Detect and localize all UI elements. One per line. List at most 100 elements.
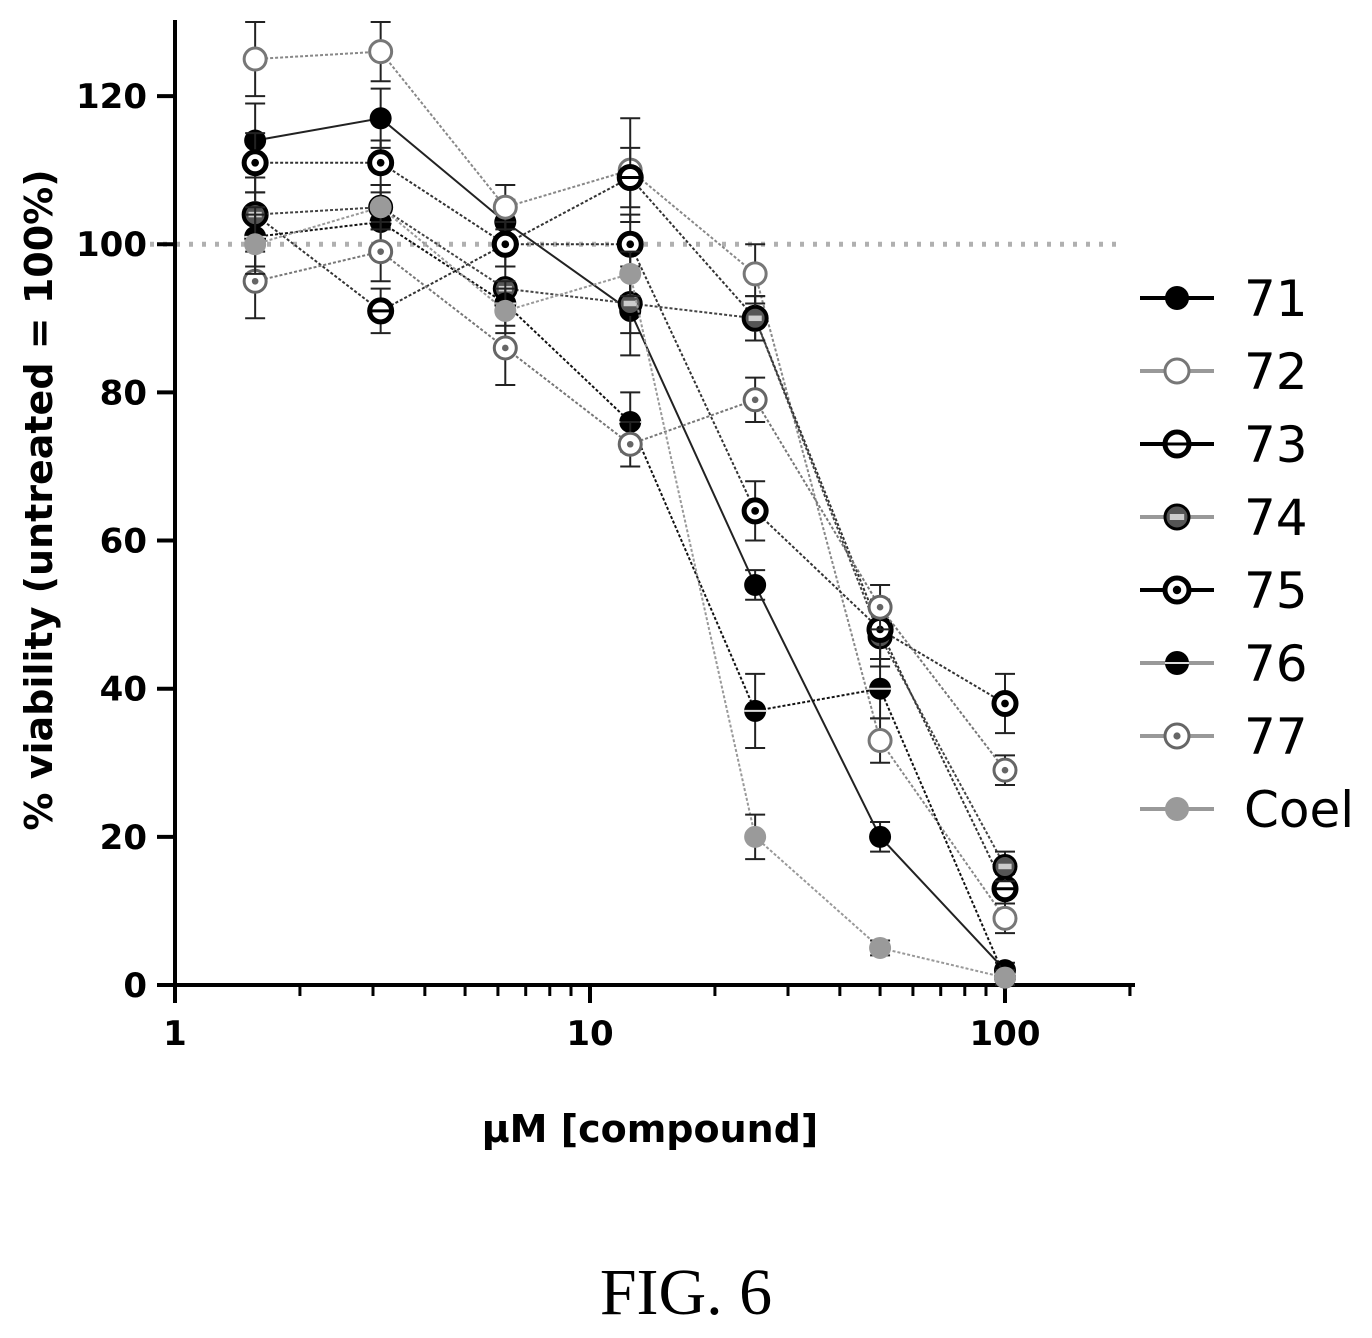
marker-dot xyxy=(626,440,634,448)
legend-label: 77 xyxy=(1244,708,1308,766)
marker-shape xyxy=(242,46,268,72)
data-point xyxy=(617,431,643,457)
marker-shape xyxy=(869,936,892,959)
data-point xyxy=(741,497,769,525)
legend-item-72: 72 xyxy=(1140,343,1308,401)
marker-shape xyxy=(1165,797,1189,821)
marker-band xyxy=(998,863,1012,870)
data-point xyxy=(367,149,395,177)
data-point xyxy=(869,825,892,848)
marker-shape xyxy=(1163,357,1191,385)
legend-marker xyxy=(1165,651,1189,675)
data-point xyxy=(367,297,395,325)
marker-shape xyxy=(619,262,642,285)
series-layer xyxy=(241,21,1019,989)
legend-marker xyxy=(1163,503,1191,531)
marker-shape xyxy=(744,825,767,848)
data-point xyxy=(992,757,1018,783)
marker-shape xyxy=(369,196,392,219)
marker-shape xyxy=(369,107,392,130)
y-axis-title: % viability (untreated = 100%) xyxy=(17,169,61,830)
legend-label: 73 xyxy=(1244,416,1308,474)
x-tick-label: 10 xyxy=(566,1014,613,1054)
marker-shape xyxy=(494,299,517,322)
marker-dot xyxy=(1172,585,1182,595)
legend-item-73: 73 xyxy=(1140,416,1308,474)
data-point xyxy=(992,905,1018,931)
y-tick-label: 20 xyxy=(100,818,147,858)
data-point xyxy=(992,853,1018,879)
y-tick-label: 100 xyxy=(76,225,147,265)
marker-shape xyxy=(742,261,768,287)
marker-dot xyxy=(251,158,259,167)
marker-dot xyxy=(626,240,635,249)
data-point xyxy=(867,728,893,754)
marker-band xyxy=(1169,514,1185,520)
data-point xyxy=(869,677,892,700)
marker-shape xyxy=(994,966,1016,989)
series-77 xyxy=(242,221,1018,786)
data-point xyxy=(242,46,268,72)
marker-band xyxy=(748,315,762,322)
y-tick-label: 0 xyxy=(123,966,147,1006)
marker-shape xyxy=(992,905,1018,931)
data-point xyxy=(494,299,517,322)
data-point xyxy=(492,194,518,220)
data-point xyxy=(742,387,768,413)
legend-item-77: 77 xyxy=(1140,708,1308,766)
series-Coel xyxy=(244,183,1016,989)
data-point xyxy=(867,594,893,620)
data-point xyxy=(369,107,392,130)
marker-dot xyxy=(376,158,385,167)
legend-label: 71 xyxy=(1244,270,1308,328)
data-point xyxy=(619,262,642,285)
marker-shape xyxy=(492,194,518,220)
data-point xyxy=(369,196,392,219)
marker-shape xyxy=(867,728,893,754)
x-axis-title: μM [compound] xyxy=(482,1107,819,1151)
data-point xyxy=(742,261,768,287)
legend-marker xyxy=(1163,722,1191,750)
legend-item-75: 75 xyxy=(1140,562,1308,620)
legend-item-71: 71 xyxy=(1140,270,1308,328)
data-point xyxy=(616,164,644,192)
marker-dot xyxy=(751,507,759,515)
y-tick-label: 80 xyxy=(100,373,147,413)
marker-shape xyxy=(1165,286,1189,310)
figure-caption: FIG. 6 xyxy=(599,1256,773,1329)
y-tick-label: 120 xyxy=(76,77,147,117)
legend-marker xyxy=(1162,429,1192,459)
legend: 71 72 73 74 75 76 77 Coel xyxy=(1140,270,1354,839)
data-point xyxy=(244,233,267,256)
marker-shape xyxy=(744,573,767,596)
marker-dot xyxy=(1173,732,1181,740)
marker-dot xyxy=(501,344,509,352)
marker-dot xyxy=(1001,699,1009,708)
legend-label: 72 xyxy=(1244,343,1308,401)
data-point xyxy=(994,966,1016,989)
x-tick-label: 100 xyxy=(970,1014,1041,1054)
marker-dot xyxy=(876,603,884,611)
marker-dot xyxy=(377,248,384,255)
data-point xyxy=(368,39,394,65)
marker-dot xyxy=(251,277,259,285)
data-point xyxy=(744,573,767,596)
y-tick-label: 40 xyxy=(100,670,147,710)
data-point xyxy=(368,239,394,265)
marker-dot xyxy=(1001,766,1009,774)
data-point xyxy=(991,690,1019,718)
marker-dot xyxy=(751,396,759,404)
marker-shape xyxy=(244,233,267,256)
data-point xyxy=(742,305,768,331)
legend-marker xyxy=(1162,575,1192,605)
legend-marker xyxy=(1165,286,1189,310)
legend-marker xyxy=(1163,357,1191,385)
data-point xyxy=(744,699,767,722)
marker-band xyxy=(623,300,637,307)
data-point xyxy=(492,335,518,361)
legend-label: 74 xyxy=(1244,489,1308,547)
legend-label: 75 xyxy=(1244,562,1308,620)
data-point xyxy=(241,149,269,177)
